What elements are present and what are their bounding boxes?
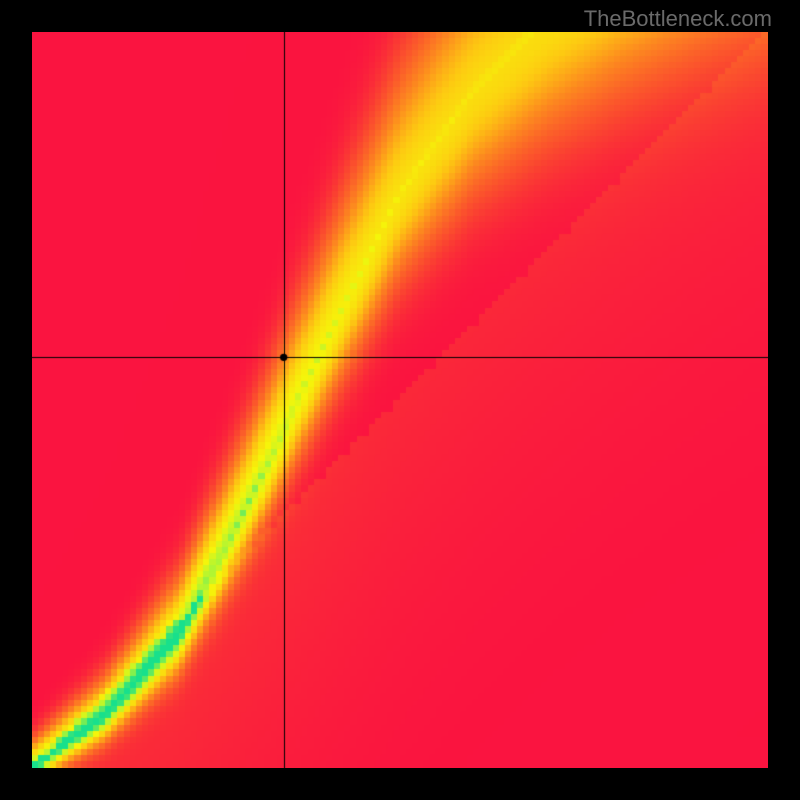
watermark-text: TheBottleneck.com bbox=[584, 6, 772, 32]
bottleneck-heatmap bbox=[32, 32, 768, 768]
chart-root: TheBottleneck.com bbox=[0, 0, 800, 800]
